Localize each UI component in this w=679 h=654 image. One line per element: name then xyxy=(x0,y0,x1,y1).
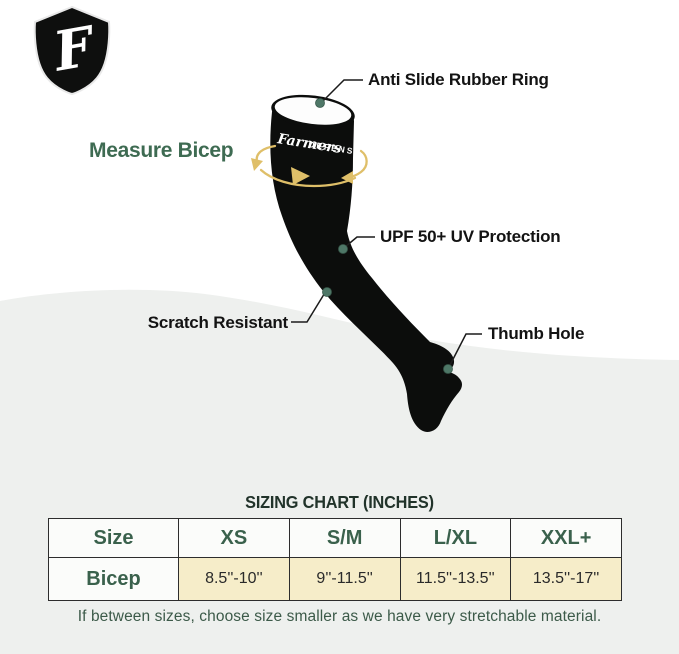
column-header-lxl: L/XL xyxy=(399,518,512,558)
callout-dot-upf xyxy=(338,244,348,254)
shield-shape xyxy=(33,5,111,96)
column-header-sm: S/M xyxy=(288,518,401,558)
sizing-note: If between sizes, choose size smaller as… xyxy=(77,608,602,625)
callout-dot-anti-slide xyxy=(315,98,325,108)
column-header-xs: XS xyxy=(178,518,290,558)
arrowhead-right xyxy=(341,171,353,184)
bicep-value-sm: 9''-11.5'' xyxy=(288,557,401,601)
callout-line-thumb xyxy=(448,333,482,368)
callout-dot-scratch xyxy=(322,287,332,297)
callout-label-scratch: Scratch Resistant xyxy=(147,313,288,332)
callout-dots xyxy=(315,98,453,374)
cuff-opening xyxy=(274,97,352,125)
sizing-table-bicep-row: Bicep 8.5''-10'' 9''-11.5'' 11.5''-13.5'… xyxy=(48,557,622,601)
sizing-table: Size XS S/M L/XL XXL+ Bicep 8.5''-10'' 9… xyxy=(48,518,622,601)
callout-label-upf: UPF 50+ UV Protection xyxy=(380,227,561,246)
arrowhead-front xyxy=(291,167,310,185)
arrowhead-left xyxy=(251,158,263,171)
sizing-chart-title: SIZING CHART (INCHES) xyxy=(245,492,434,512)
callout-dot-thumb xyxy=(443,364,453,374)
bicep-value-xs: 8.5''-10'' xyxy=(178,557,290,601)
measure-arrow xyxy=(251,144,368,188)
brand-shield-logo: F xyxy=(33,5,111,96)
callout-label-anti-slide: Anti Slide Rubber Ring xyxy=(368,70,549,89)
row-label-bicep: Bicep xyxy=(48,557,179,601)
callout-line-scratch xyxy=(291,290,327,323)
callout-label-measure-bicep: Measure Bicep xyxy=(89,139,234,162)
callout-label-thumb: Thumb Hole xyxy=(488,324,585,343)
bicep-value-xxl: 13.5''-17'' xyxy=(510,557,622,601)
callout-lines xyxy=(291,79,482,368)
column-header-xxl: XXL+ xyxy=(510,518,622,558)
column-header-size: Size xyxy=(48,518,179,558)
bicep-value-lxl: 11.5''-13.5'' xyxy=(399,557,512,601)
callout-line-anti-slide xyxy=(321,79,363,103)
sizing-table-header-row: Size XS S/M L/XL XXL+ xyxy=(48,518,622,558)
callout-line-upf xyxy=(344,236,375,248)
sleeve-graphic xyxy=(270,102,462,432)
